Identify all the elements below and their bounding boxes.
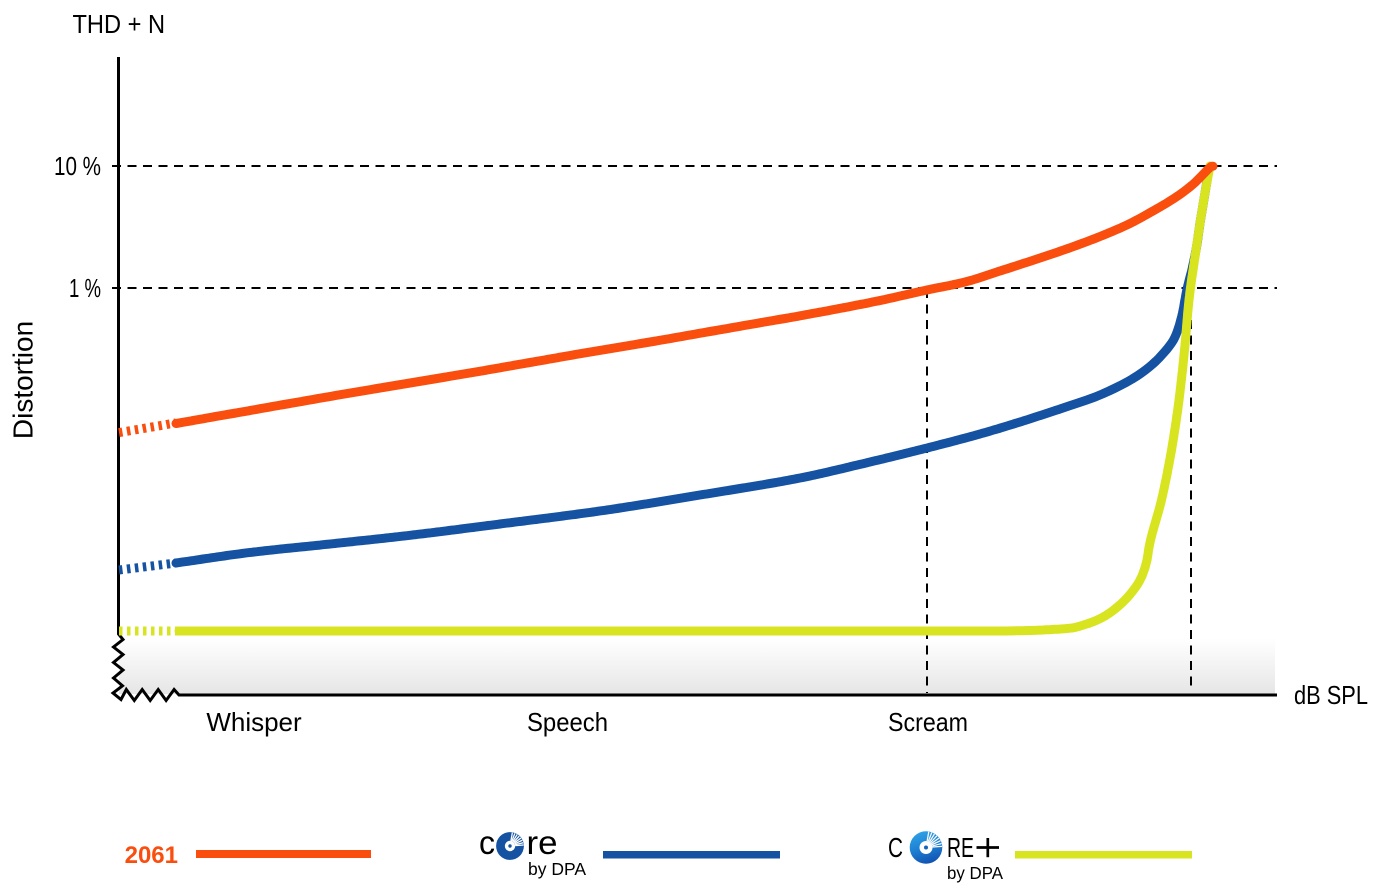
svg-text:by DPA: by DPA	[528, 859, 586, 879]
svg-text:THD + N: THD + N	[73, 9, 166, 39]
svg-text:dB SPL: dB SPL	[1294, 680, 1368, 710]
svg-text:Distortion: Distortion	[8, 321, 39, 439]
svg-text:2061: 2061	[125, 842, 178, 869]
svg-text:Speech: Speech	[527, 707, 608, 737]
svg-text:c: c	[479, 824, 495, 861]
svg-text:by DPA: by DPA	[947, 863, 1003, 883]
svg-text:re: re	[527, 824, 558, 861]
svg-text:RE: RE	[947, 832, 974, 863]
svg-text:1 %: 1 %	[69, 273, 101, 303]
svg-text:Scream: Scream	[888, 707, 968, 737]
svg-text:Whisper: Whisper	[206, 707, 302, 737]
svg-text:10 %: 10 %	[54, 151, 101, 181]
svg-text:C: C	[888, 832, 903, 863]
